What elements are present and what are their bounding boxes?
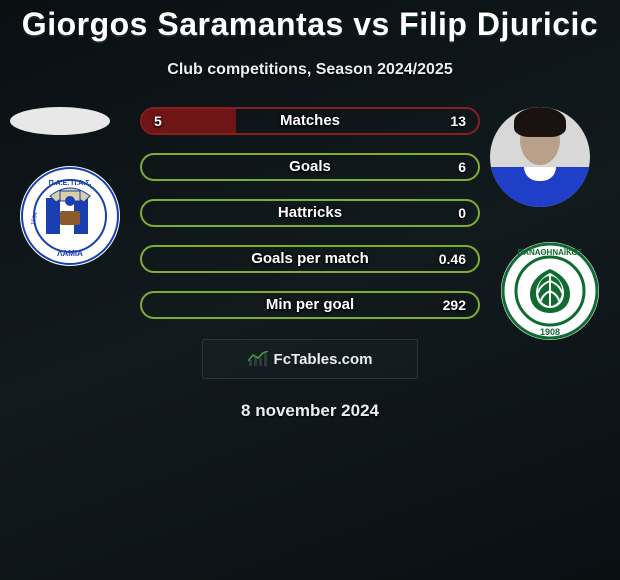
svg-text:ΛΑΜΙΑ: ΛΑΜΙΑ	[57, 249, 83, 258]
stat-bar-goals: Goals 6	[140, 153, 480, 181]
lamia-crest-icon: Π.Α.Ε. Π.Α.Σ. ΛΑΜΙΑ 1964	[20, 163, 120, 269]
bar-chart-icon	[248, 351, 268, 367]
player-right-name: Filip Djuricic	[399, 6, 598, 42]
svg-text:Π.Α.Ε. Π.Α.Σ.: Π.Α.Ε. Π.Α.Σ.	[49, 180, 92, 187]
stat-bars: 5 Matches 13 Goals 6 Hattricks 0 Goals p…	[140, 107, 480, 337]
comparison-card: Giorgos Saramantas vs Filip Djuricic Clu…	[0, 0, 620, 580]
attribution-badge: FcTables.com	[202, 339, 418, 379]
attribution-text: FcTables.com	[274, 351, 373, 368]
stat-right-value: 0	[458, 201, 466, 225]
subtitle: Club competitions, Season 2024/2025	[0, 61, 620, 79]
stat-label: Goals	[142, 155, 478, 179]
stat-right-value: 6	[458, 155, 466, 179]
stat-bar-goals-per-match: Goals per match 0.46	[140, 245, 480, 273]
stat-label: Goals per match	[142, 247, 478, 271]
page-title: Giorgos Saramantas vs Filip Djuricic	[0, 6, 620, 43]
stat-label: Matches	[142, 109, 478, 133]
stat-right-value: 292	[443, 293, 466, 317]
stat-bar-hattricks: Hattricks 0	[140, 199, 480, 227]
player-left-name: Giorgos Saramantas	[22, 6, 344, 42]
svg-text:ΠΑΝΑΘΗΝΑΪΚΟΣ: ΠΑΝΑΘΗΝΑΪΚΟΣ	[517, 248, 582, 257]
player-right-avatar	[490, 107, 590, 207]
club-crest-right: ΠΑΝΑΘΗΝΑΪΚΟΣ 1908	[500, 241, 600, 347]
date-text: 8 november 2024	[0, 401, 620, 421]
svg-text:1908: 1908	[540, 327, 560, 337]
stat-right-value: 0.46	[439, 247, 466, 271]
club-crest-left: Π.Α.Ε. Π.Α.Σ. ΛΑΜΙΑ 1964	[20, 163, 120, 269]
stat-right-value: 13	[450, 109, 466, 133]
stat-bar-matches: 5 Matches 13	[140, 107, 480, 135]
stat-label: Hattricks	[142, 201, 478, 225]
vs-separator: vs	[353, 6, 390, 42]
player-left-avatar	[10, 107, 110, 135]
panathinaikos-crest-icon: ΠΑΝΑΘΗΝΑΪΚΟΣ 1908	[500, 241, 600, 341]
stat-bar-min-per-goal: Min per goal 292	[140, 291, 480, 319]
stat-label: Min per goal	[142, 293, 478, 317]
